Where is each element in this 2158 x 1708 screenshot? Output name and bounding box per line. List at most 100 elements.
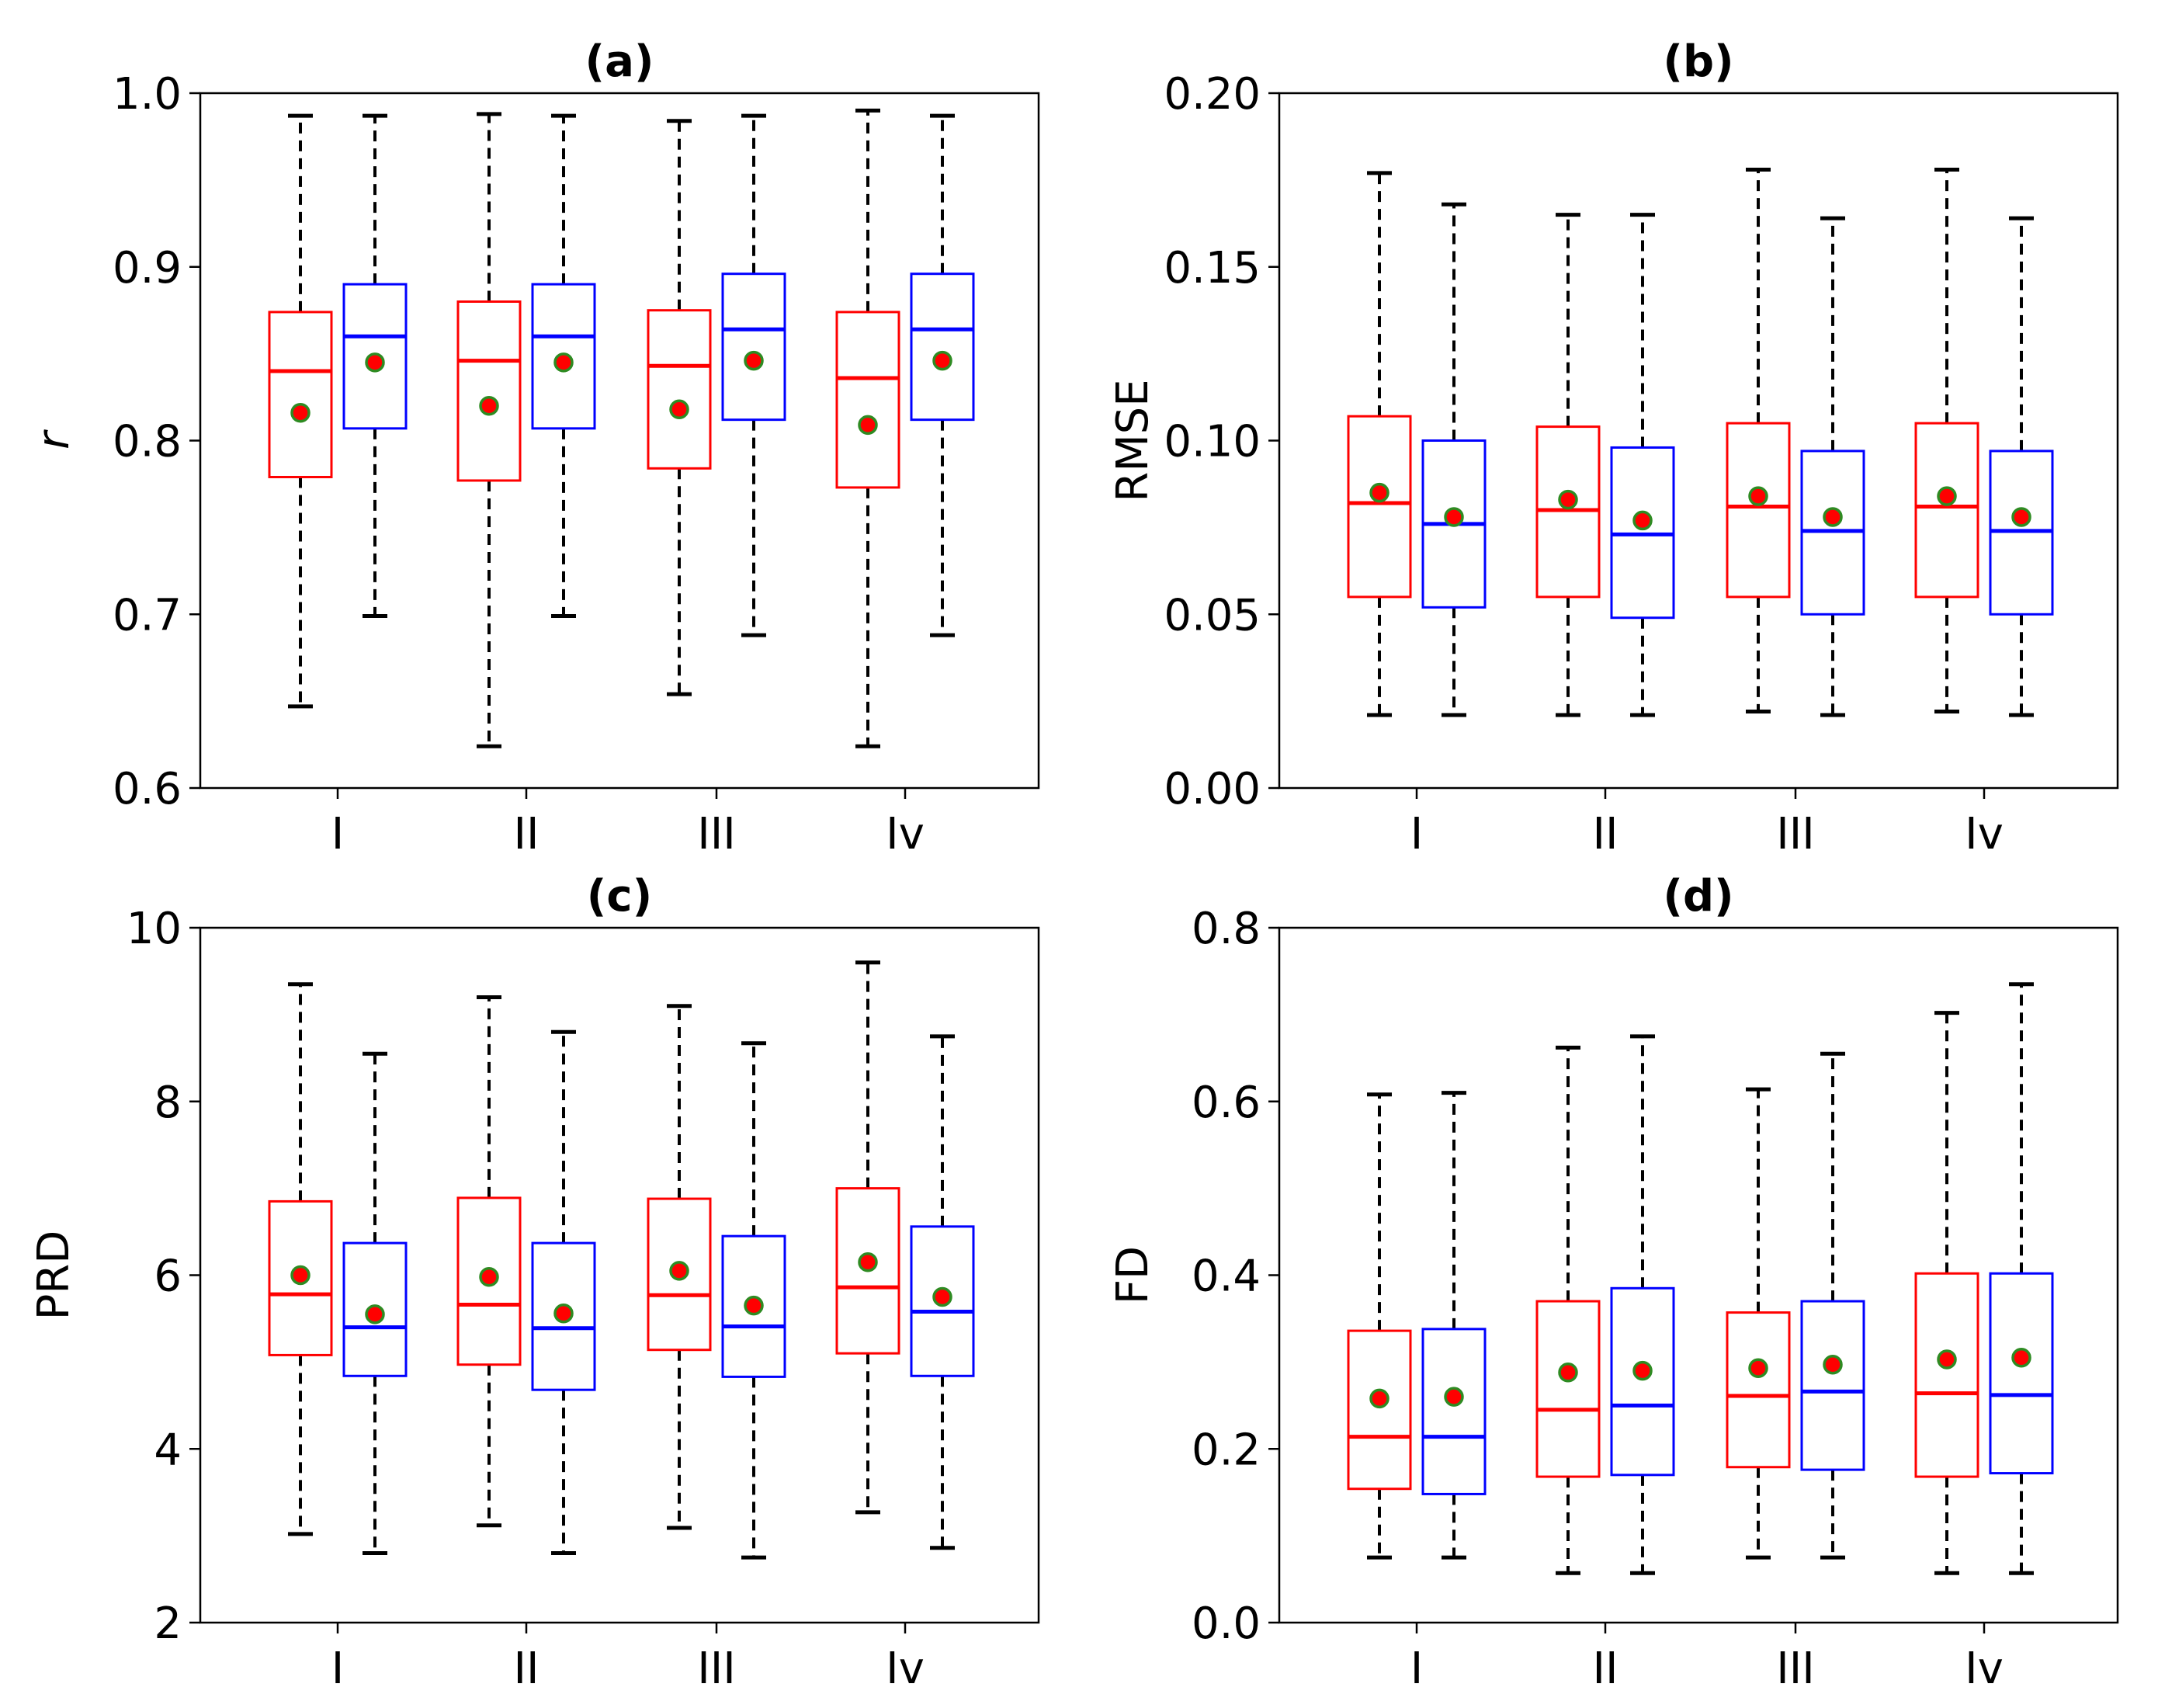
y-tick-label: 0.6 <box>113 764 182 814</box>
x-tick-label: III <box>697 809 736 859</box>
mean-marker <box>1823 1354 1843 1375</box>
mean-marker <box>365 352 385 373</box>
mean-marker <box>1444 507 1464 527</box>
iqr-box <box>721 273 786 422</box>
mean-marker <box>479 396 499 416</box>
iqr-box <box>456 300 522 482</box>
mean-marker <box>2011 507 2031 527</box>
box-I-blue <box>342 1051 408 1555</box>
box-II-blue <box>1610 1034 1675 1575</box>
mean-marker <box>1558 1363 1578 1383</box>
box-III-blue <box>721 113 786 637</box>
mean-marker <box>290 1265 311 1286</box>
x-tick-label: III <box>1776 1644 1815 1694</box>
x-tick-label: I <box>1410 1644 1424 1694</box>
x-tick-label: Iv <box>1965 809 2004 859</box>
x-tick-label: I <box>1410 809 1424 859</box>
iqr-box <box>1421 1328 1487 1495</box>
iqr-box <box>1914 1272 1979 1478</box>
iqr-box <box>647 309 712 470</box>
x-tick-label: III <box>697 1644 736 1694</box>
box-Iv-red <box>1914 167 1979 714</box>
mean-marker <box>1748 1358 1768 1378</box>
panel-1: 0.60.70.80.91.0I II III Iv(a)r <box>29 36 1040 859</box>
y-tick-label: 0.15 <box>1164 243 1261 293</box>
y-tick-label: 0.9 <box>113 243 182 293</box>
panel-title: (b) <box>1663 36 1733 87</box>
iqr-box <box>647 1197 712 1352</box>
iqr-box <box>910 1225 975 1377</box>
mean-marker <box>1748 486 1768 506</box>
y-axis-label: r <box>29 429 79 450</box>
y-tick-label: 0.05 <box>1164 590 1261 640</box>
iqr-box <box>1347 415 1412 599</box>
box-I-blue <box>342 113 408 618</box>
y-tick-label: 4 <box>154 1425 182 1475</box>
iqr-box <box>268 1199 333 1356</box>
mean-marker <box>1369 482 1390 503</box>
y-axis-label: PRD <box>29 1231 79 1321</box>
iqr-box <box>531 1241 596 1391</box>
iqr-box <box>910 273 975 422</box>
box-III-blue <box>1800 216 1865 717</box>
panel-4: 0.00.20.40.60.8I II III Iv(d)FD <box>1108 871 2119 1694</box>
mean-marker <box>858 415 878 436</box>
x-tick-label: I <box>331 1644 345 1694</box>
box-III-blue <box>1800 1051 1865 1560</box>
box-Iv-red <box>835 960 900 1515</box>
box-III-blue <box>721 1041 786 1560</box>
box-III-red <box>647 119 712 696</box>
y-tick-label: 0.8 <box>1192 904 1261 954</box>
box-III-red <box>1726 1087 1791 1560</box>
box-Iv-blue <box>1989 982 2054 1575</box>
mean-marker <box>1444 1387 1464 1407</box>
iqr-box <box>456 1196 522 1366</box>
y-tick-label: 0.7 <box>113 590 182 640</box>
x-tick-label: II <box>513 1644 539 1694</box>
iqr-box <box>1347 1329 1412 1491</box>
x-tick-label: Iv <box>886 809 925 859</box>
iqr-box <box>531 283 596 430</box>
mean-marker <box>1632 1360 1653 1381</box>
iqr-box <box>1726 1311 1791 1469</box>
mean-marker <box>1632 510 1653 531</box>
iqr-box <box>1800 1300 1865 1471</box>
box-II-red <box>1535 1045 1601 1575</box>
box-I-blue <box>1421 1091 1487 1560</box>
x-tick-label: III <box>1776 809 1815 859</box>
mean-marker <box>553 352 574 373</box>
y-tick-label: 1.0 <box>113 69 182 120</box>
mean-marker <box>365 1304 385 1324</box>
y-tick-label: 2 <box>154 1599 182 1649</box>
axes-frame <box>1278 926 2119 1624</box>
box-III-red <box>647 1004 712 1530</box>
panel-2: 0.000.050.100.150.20I II III Iv(b)RMSE <box>1108 36 2119 859</box>
box-II-red <box>456 112 522 748</box>
mean-marker <box>858 1251 878 1272</box>
mean-marker <box>669 1261 689 1281</box>
iqr-box <box>1610 1286 1675 1477</box>
box-I-red <box>1347 1092 1412 1560</box>
mean-marker <box>744 350 764 371</box>
iqr-box <box>835 311 900 489</box>
box-Iv-blue <box>910 1034 975 1550</box>
box-II-blue <box>1610 213 1675 717</box>
y-tick-label: 0.20 <box>1164 69 1261 120</box>
mean-marker <box>1937 1349 1957 1370</box>
x-tick-label: I <box>331 809 345 859</box>
iqr-box <box>1726 422 1791 599</box>
x-tick-label: Iv <box>886 1644 925 1694</box>
mean-marker <box>744 1295 764 1316</box>
mean-marker <box>1823 507 1843 527</box>
y-tick-label: 0.0 <box>1192 1599 1261 1649</box>
y-tick-label: 0.4 <box>1192 1251 1261 1302</box>
iqr-box <box>721 1234 786 1378</box>
box-II-blue <box>531 113 596 618</box>
mean-marker <box>2011 1348 2031 1368</box>
x-tick-label: II <box>1592 809 1618 859</box>
axes-frame <box>199 926 1040 1624</box>
y-tick-label: 10 <box>127 904 182 954</box>
mean-marker <box>932 350 952 371</box>
